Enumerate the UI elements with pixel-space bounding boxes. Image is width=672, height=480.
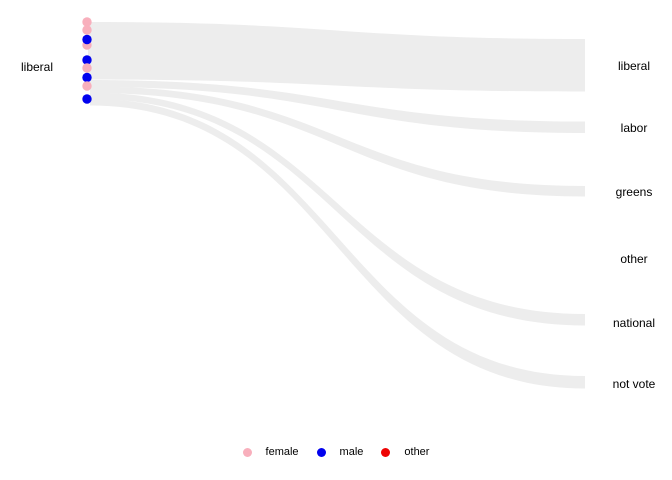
legend-label-female: female — [265, 446, 299, 458]
legend-item-female: female — [242, 446, 299, 458]
respondent-dot-female — [82, 17, 92, 27]
right-category-label-greens: greens — [615, 185, 653, 199]
flow-band-national — [90, 92, 585, 326]
flow-band-greens — [90, 86, 585, 197]
respondent-dot-male — [82, 72, 92, 83]
right-category-label-not-vote: not vote — [612, 377, 656, 391]
respondent-dot-female — [82, 63, 92, 73]
flow-band-not-vote — [90, 98, 585, 389]
legend-item-other: other — [381, 446, 429, 458]
legend-dot-other — [381, 447, 391, 457]
legend-label-male: male — [339, 446, 364, 458]
right-category-label-labor: labor — [620, 121, 648, 135]
flow-band-liberal — [88, 22, 585, 92]
right-category-label-other: other — [620, 252, 648, 266]
legend-item-male: male — [316, 446, 364, 458]
respondent-dot-male — [82, 34, 92, 45]
respondent-dot-male — [82, 55, 92, 65]
flow-band-labor — [90, 80, 585, 133]
legend: female male other — [0, 446, 672, 458]
legend-dot-female — [242, 447, 252, 457]
legend-dot-male — [316, 447, 326, 457]
respondent-dot-male — [82, 94, 92, 104]
left-node-label: liberal — [20, 60, 53, 74]
right-category-label-national: national — [612, 316, 656, 330]
respondent-dot-female — [82, 25, 92, 35]
right-category-label-liberal: liberal — [617, 59, 650, 73]
respondent-dot-female — [82, 81, 92, 91]
legend-label-other: other — [404, 446, 430, 458]
